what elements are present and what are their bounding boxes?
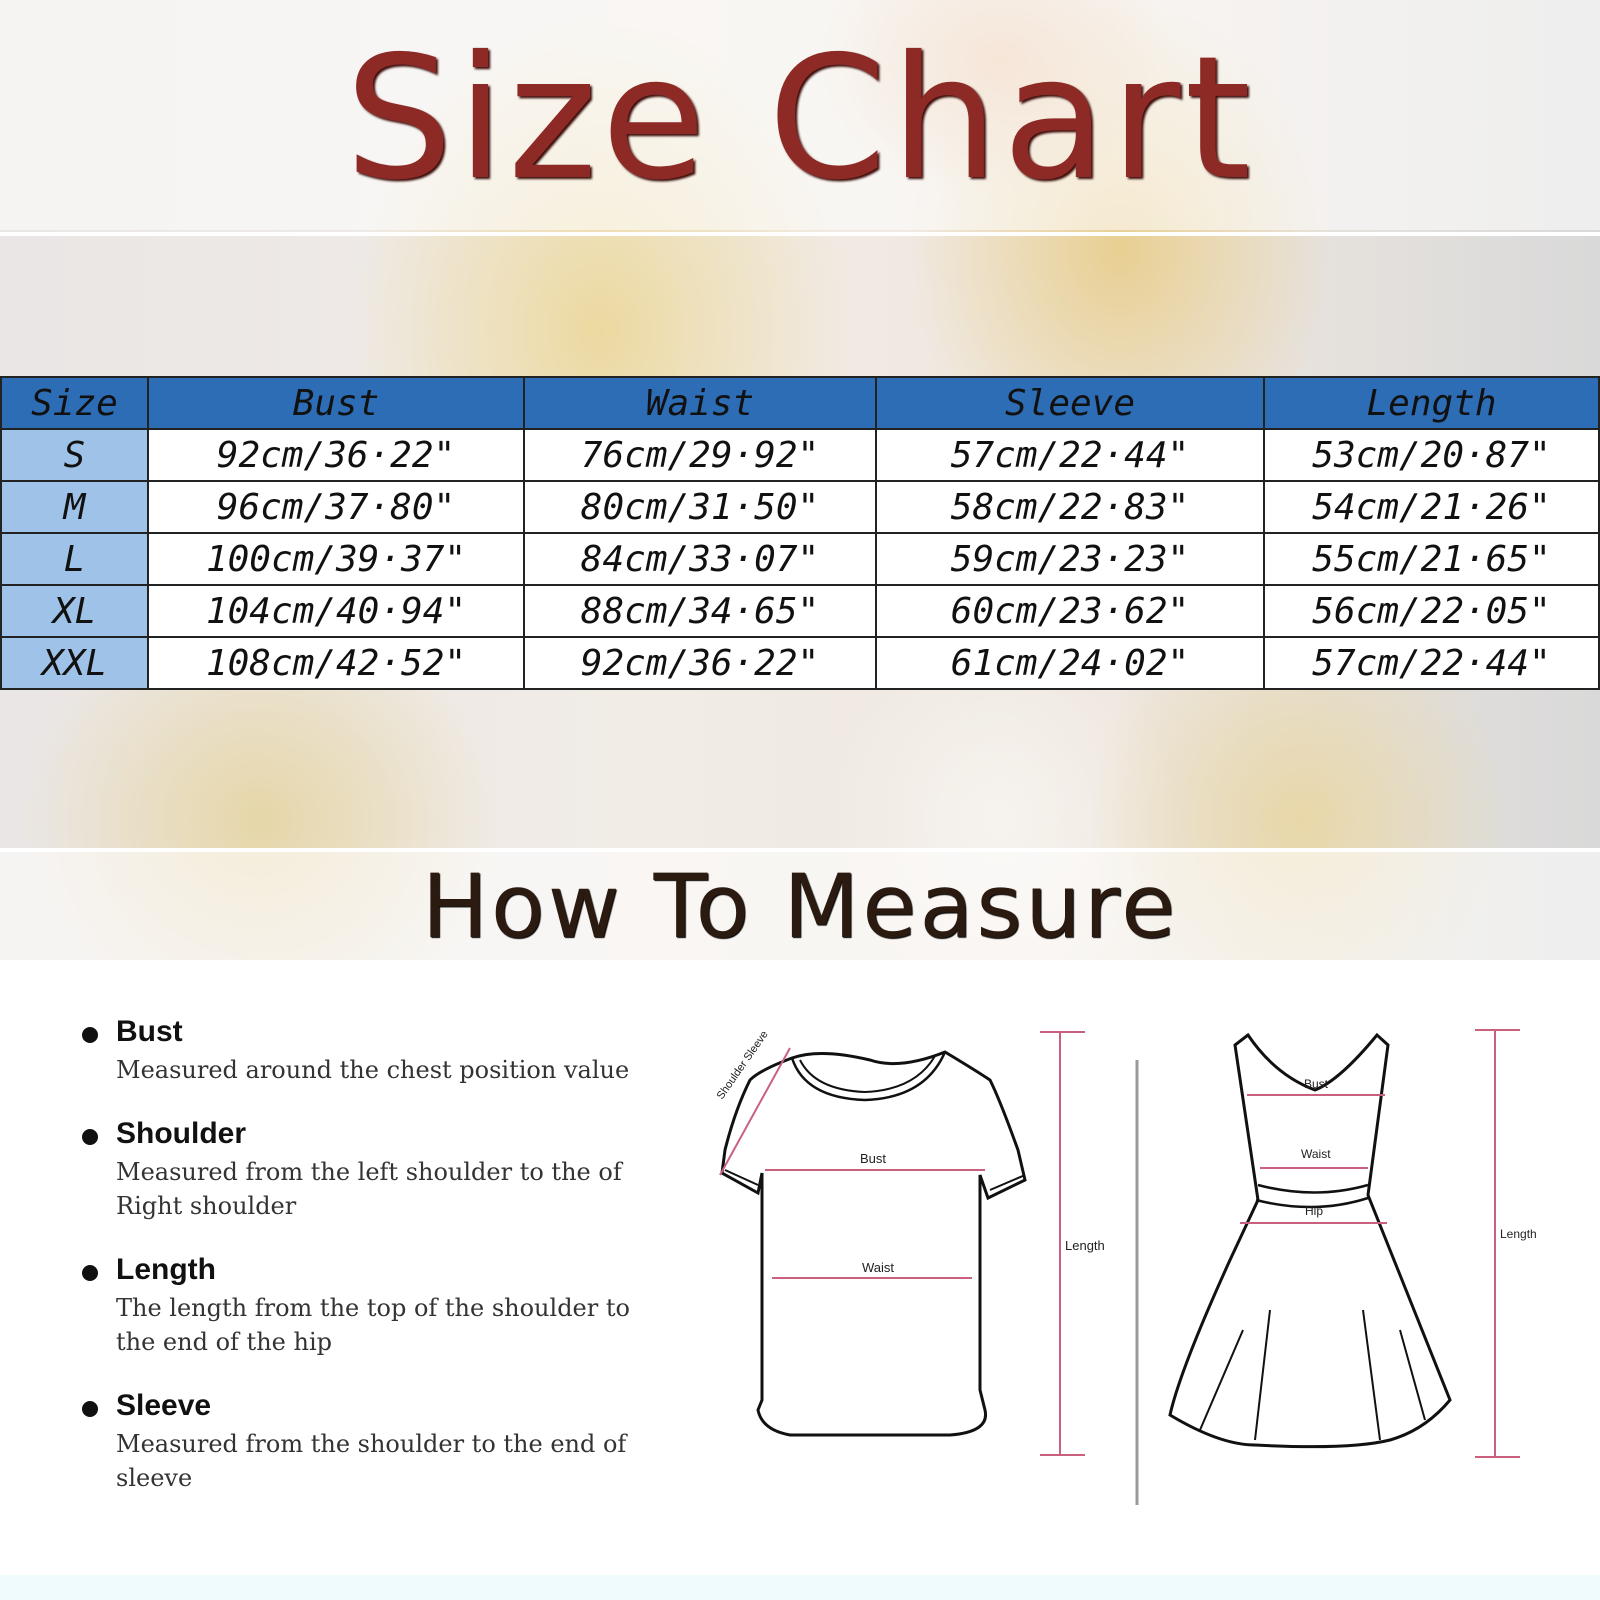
value-cell: 58cm/22·83" (875, 480, 1265, 534)
value-cell: 55cm/21·65" (1263, 532, 1600, 586)
tshirt-sleeve-label: Shoulder Sleeve (715, 1029, 771, 1102)
header-waist: Waist (523, 376, 877, 430)
value-cell: 56cm/22·05" (1263, 584, 1600, 638)
dress-outline (1168, 1032, 1452, 1449)
value-cell: 88cm/34·65" (523, 584, 877, 638)
dress-waist-label: Waist (1301, 1147, 1331, 1161)
measure-item: Sleeve Measured from the shoulder to the … (80, 1389, 640, 1495)
dress-measure-lines (1240, 1029, 1520, 1458)
size-cell: M (0, 480, 149, 534)
measure-name: Bust (116, 1015, 183, 1048)
tshirt-bust-label: Bust (860, 1151, 886, 1166)
measure-name: Sleeve (116, 1389, 212, 1422)
value-cell: 53cm/20·87" (1263, 428, 1600, 482)
value-cell: 84cm/33·07" (523, 532, 877, 586)
bullet-icon (82, 1027, 98, 1043)
tshirt-waist-label: Waist (862, 1260, 894, 1275)
measure-description: Measured from the left shoulder to the o… (116, 1158, 622, 1220)
bullet-icon (82, 1129, 98, 1145)
value-cell: 61cm/24·02" (875, 636, 1265, 690)
table-row: XXL 108cm/42·52" 92cm/36·22" 61cm/24·02" 57c… (0, 636, 1600, 690)
table-header: Size Bust Waist Sleeve Length (0, 376, 1600, 430)
value-cell: 57cm/22·44" (875, 428, 1265, 482)
value-cell: 54cm/21·26" (1263, 480, 1600, 534)
value-cell: 92cm/36·22" (523, 636, 877, 690)
table-row: M 96cm/37·80" 80cm/31·50" 58cm/22·83" 54cm/2… (0, 480, 1600, 534)
bullet-icon (82, 1401, 98, 1417)
value-cell: 92cm/36·22" (147, 428, 525, 482)
value-cell: 80cm/31·50" (523, 480, 877, 534)
value-cell: 59cm/23·23" (875, 532, 1265, 586)
measure-name: Shoulder (116, 1117, 247, 1150)
measure-item: Length The length from the top of the sho… (80, 1253, 640, 1359)
value-cell: 76cm/29·92" (523, 428, 877, 482)
table-row: L 100cm/39·37" 84cm/33·07" 59cm/23·23" 55cm/… (0, 532, 1600, 586)
value-cell: 57cm/22·44" (1263, 636, 1600, 690)
tshirt-length-label: Length (1065, 1238, 1105, 1253)
tshirt-measure-lines (719, 1031, 1085, 1456)
value-cell: 104cm/40·94" (147, 584, 525, 638)
measure-list: Bust Measured around the chest position v… (80, 1015, 640, 1525)
table-row: XL 104cm/40·94" 88cm/34·65" 60cm/23·62" 56cm… (0, 584, 1600, 638)
tshirt-outline (720, 1050, 1027, 1437)
value-cell: 60cm/23·62" (875, 584, 1265, 638)
value-cell: 96cm/37·80" (147, 480, 525, 534)
measure-name: Length (116, 1253, 216, 1286)
divider (0, 232, 1600, 236)
subtitle-band (0, 852, 1600, 960)
measure-description: The length from the top of the shoulder … (116, 1294, 630, 1356)
measure-description: Measured around the chest position value (116, 1056, 630, 1084)
size-cell: S (0, 428, 149, 482)
garment-diagrams: Bust Waist Length Shoulder Sleeve Bust W… (715, 1029, 1537, 1505)
dress-hip-label: Hip (1305, 1204, 1323, 1218)
size-cell: XL (0, 584, 149, 638)
header-sleeve: Sleeve (875, 376, 1265, 430)
measure-item: Shoulder Measured from the left shoulder … (80, 1117, 640, 1223)
divider (0, 848, 1600, 852)
header-bust: Bust (147, 376, 525, 430)
measure-item: Bust Measured around the chest position v… (80, 1015, 640, 1087)
value-cell: 100cm/39·37" (147, 532, 525, 586)
dress-bust-label: Bust (1304, 1077, 1329, 1091)
bullet-icon (82, 1265, 98, 1281)
size-cell: XXL (0, 636, 149, 690)
value-cell: 108cm/42·52" (147, 636, 525, 690)
bottom-strip (0, 1575, 1600, 1600)
size-table: Size Bust Waist Sleeve Length S 92cm/36·2… (0, 376, 1600, 690)
dress-length-label: Length (1500, 1227, 1537, 1241)
size-cell: L (0, 532, 149, 586)
section-subtitle: How To Measure (421, 855, 1179, 958)
header-length: Length (1263, 376, 1600, 430)
header-size: Size (0, 376, 149, 430)
page-title: Size Chart (344, 20, 1256, 218)
measure-description: Measured from the shoulder to the end of… (116, 1430, 627, 1492)
title-band (0, 0, 1600, 230)
table-row: S 92cm/36·22" 76cm/29·92" 57cm/22·44" 53cm/2… (0, 428, 1600, 482)
